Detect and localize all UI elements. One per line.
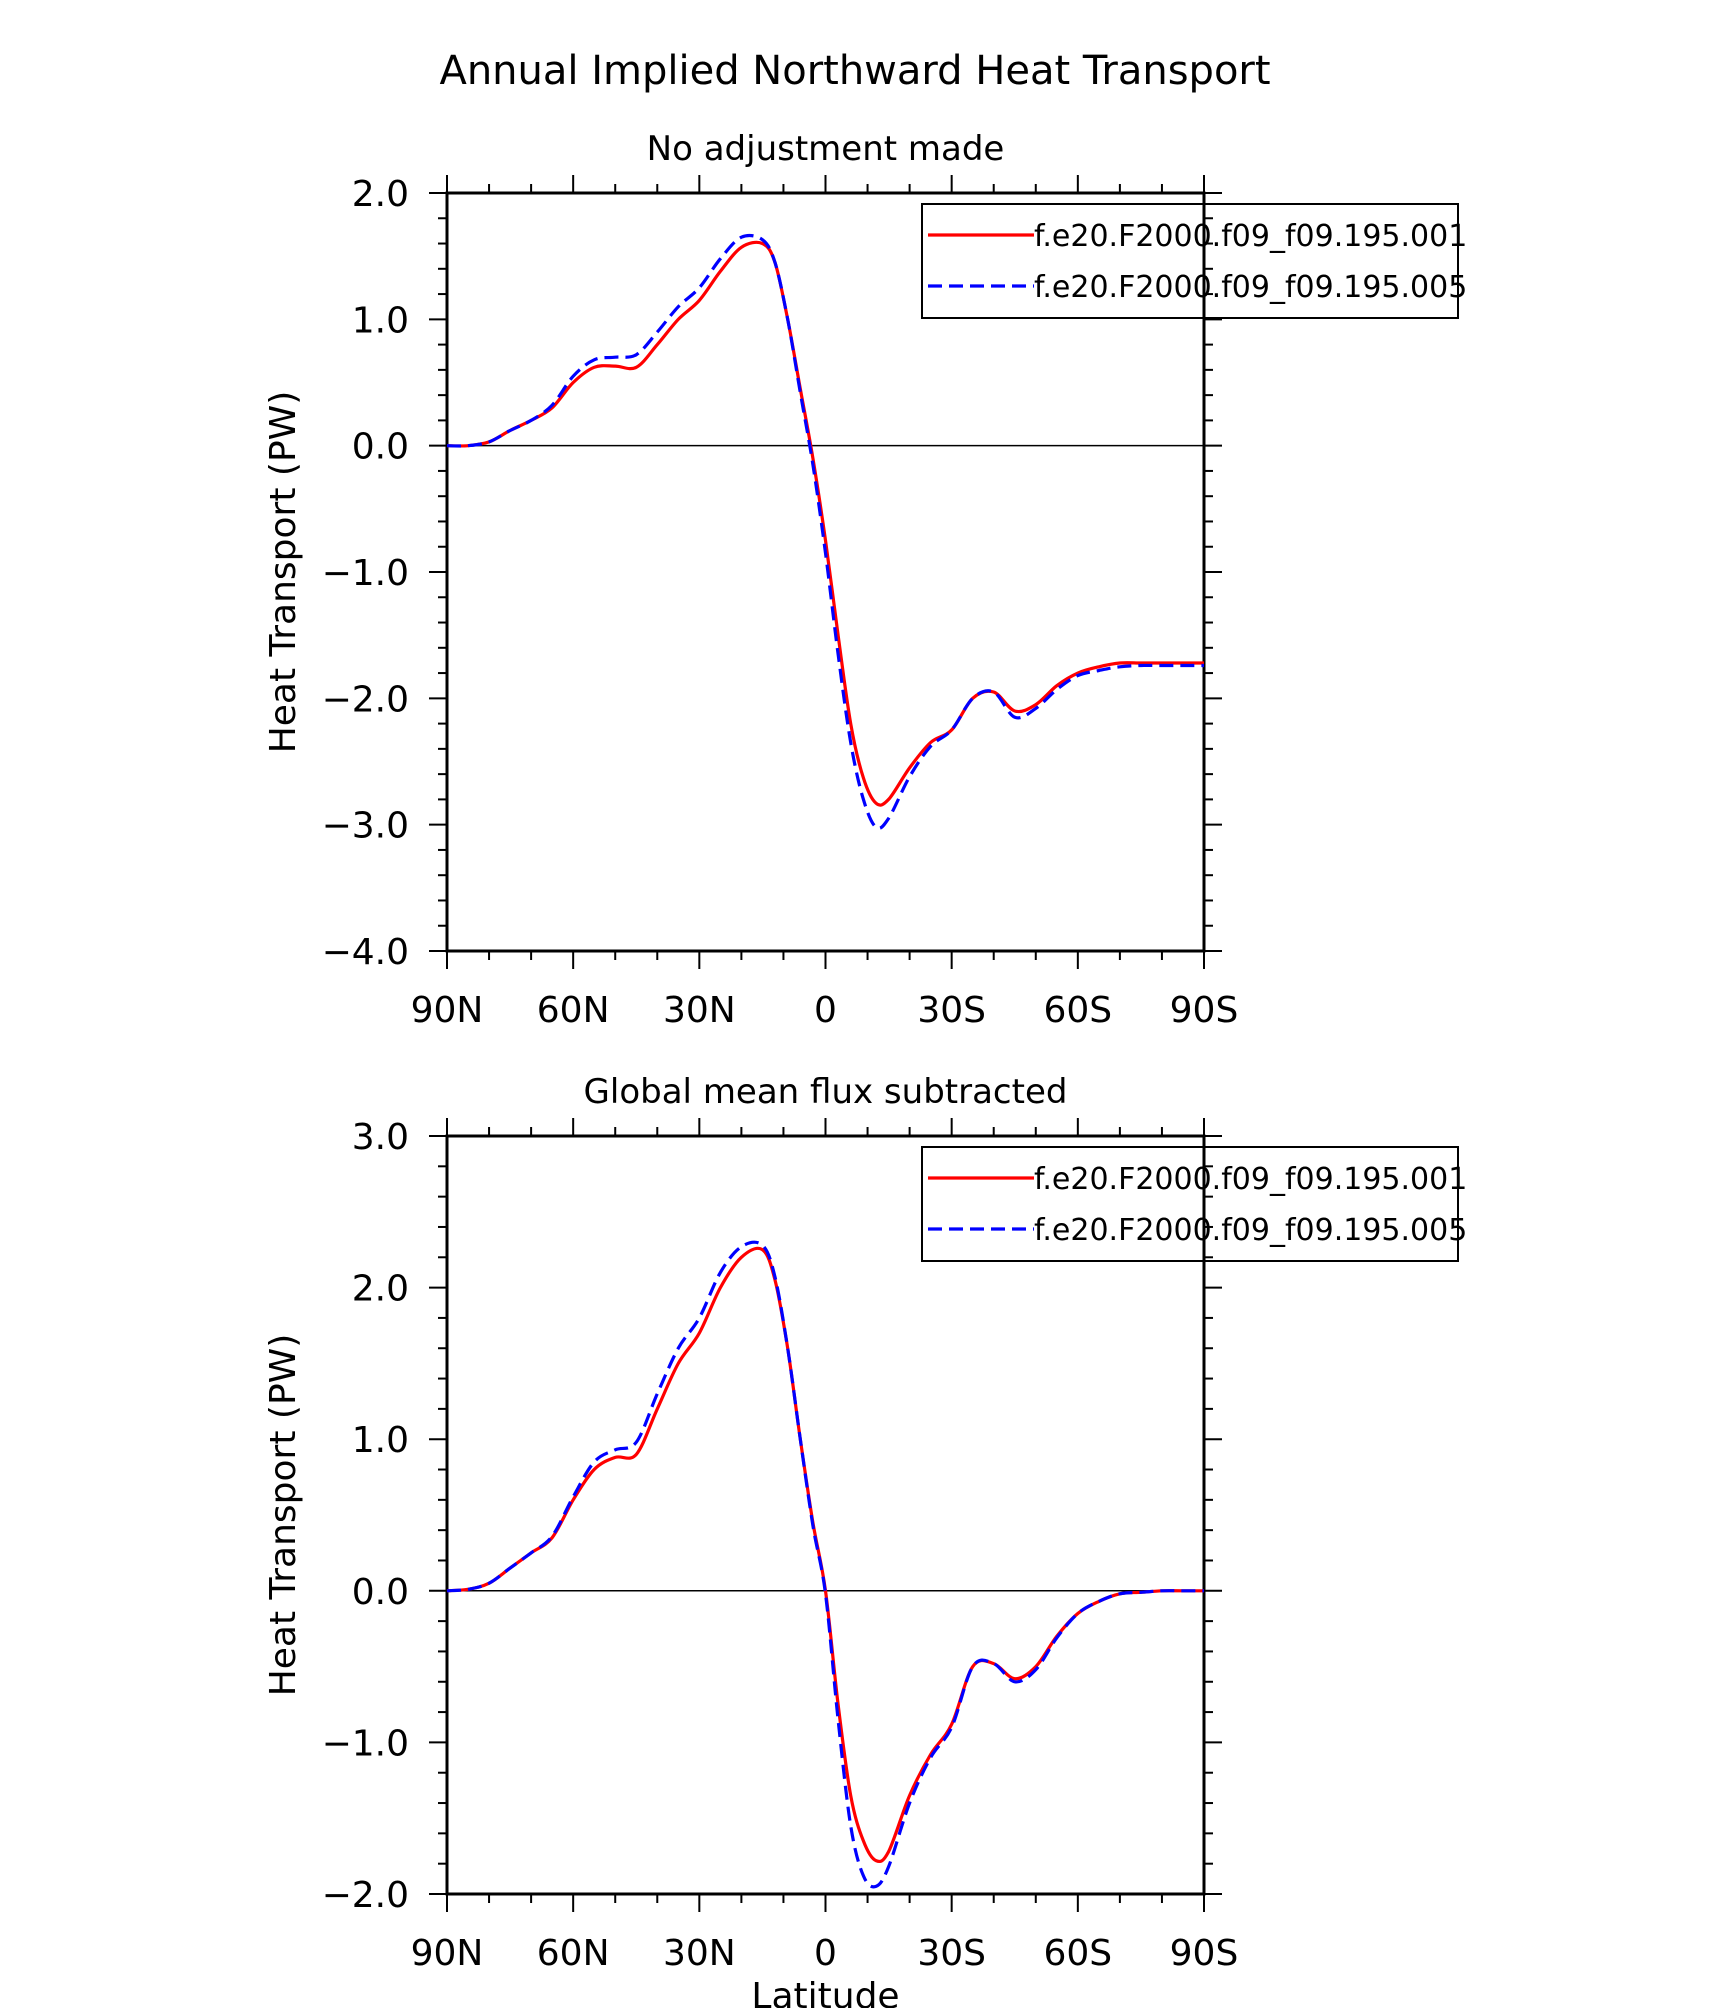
legend-label-1: f.e20.F2000.f09_f09.195.001 xyxy=(1034,1162,1467,1197)
y-tick-label: 1.0 xyxy=(352,1420,409,1461)
legend-label-2: f.e20.F2000.f09_f09.195.005 xyxy=(1034,270,1467,305)
x-tick-label: 30N xyxy=(663,990,736,1031)
x-tick-label: 60S xyxy=(1043,990,1112,1031)
panel-title: No adjustment made xyxy=(647,129,1005,169)
legend-label-1: f.e20.F2000.f09_f09.195.001 xyxy=(1034,219,1467,254)
y-tick-label: −2.0 xyxy=(322,1875,409,1916)
y-tick-label: 0.0 xyxy=(352,427,409,468)
y-tick-label: 1.0 xyxy=(352,300,409,341)
y-tick-label: −3.0 xyxy=(322,806,409,847)
panel-title: Global mean flux subtracted xyxy=(584,1072,1068,1112)
y-tick-label: 2.0 xyxy=(352,1269,409,1310)
x-axis-label: Latitude xyxy=(751,1976,899,2008)
series-line-1 xyxy=(446,240,1204,807)
legend-box xyxy=(921,203,1459,319)
x-tick-label: 90S xyxy=(1170,1933,1239,1974)
y-tick-label: −2.0 xyxy=(322,679,409,720)
y-tick-label: −4.0 xyxy=(322,932,409,973)
y-tick-label: 0.0 xyxy=(352,1572,409,1613)
plot-frame xyxy=(445,1134,1206,1896)
x-tick-label: 0 xyxy=(814,990,837,1031)
panel-top: No adjustment made −4.0 −3.0 −2.0 −1.0 0.0 1.0… xyxy=(263,129,1467,1031)
panel-bottom: Global mean flux subtracted −2.0 −1.0 0.0 1.… xyxy=(263,1072,1467,2008)
x-tick-label: 90N xyxy=(411,1933,484,1974)
y-tick-label: 2.0 xyxy=(352,174,409,215)
x-tick-label: 60N xyxy=(537,990,610,1031)
y-tick-label: −1.0 xyxy=(322,553,409,594)
x-tick-label: 0 xyxy=(814,1933,837,1974)
x-tick-label: 90N xyxy=(411,990,484,1031)
series-line-1 xyxy=(446,1246,1204,1864)
x-tick-label: 60N xyxy=(537,1933,610,1974)
y-axis-label: Heat Transport (PW) xyxy=(263,391,304,754)
y-axis-label: Heat Transport (PW) xyxy=(263,1334,304,1697)
legend-box xyxy=(921,1146,1459,1262)
legend-label-2: f.e20.F2000.f09_f09.195.005 xyxy=(1034,1213,1467,1248)
figure-title: Annual Implied Northward Heat Transport xyxy=(439,48,1270,94)
series-line-2 xyxy=(446,233,1204,830)
x-tick-label: 30S xyxy=(917,990,986,1031)
plot-frame xyxy=(445,191,1206,953)
y-tick-label: 3.0 xyxy=(352,1117,409,1158)
x-tick-label: 30N xyxy=(663,1933,736,1974)
x-tick-label: 30S xyxy=(917,1933,986,1974)
x-tick-label: 60S xyxy=(1043,1933,1112,1974)
series-line-2 xyxy=(446,1240,1204,1889)
y-tick-label: −1.0 xyxy=(322,1723,409,1764)
x-tick-label: 90S xyxy=(1170,990,1239,1031)
